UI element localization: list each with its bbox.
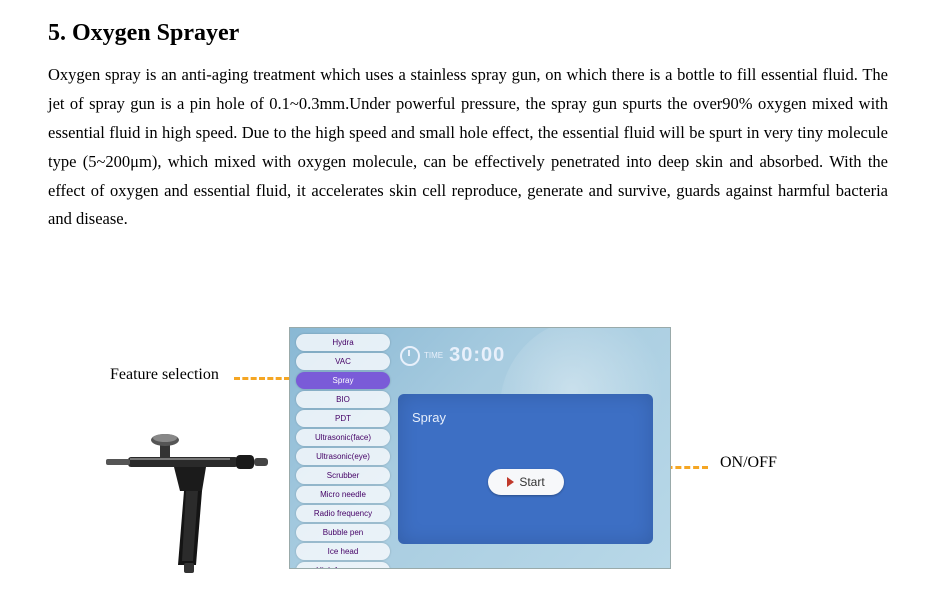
arrow-line-left (234, 377, 290, 380)
sidebar-item-micro-needle[interactable]: Micro needle (296, 486, 390, 503)
time-display: TIME 30:00 (400, 344, 505, 367)
spray-gun-image (106, 425, 276, 575)
sidebar-item-bio[interactable]: BIO (296, 391, 390, 408)
sidebar-item-bubble-pen[interactable]: Bubble pen (296, 524, 390, 541)
section-title: Oxygen Sprayer (72, 20, 239, 46)
start-button[interactable]: Start (488, 469, 564, 495)
time-value: 30:00 (449, 344, 505, 367)
time-label: TIME (424, 351, 443, 360)
section-paragraph: Oxygen spray is an anti-aging treatment … (48, 61, 888, 234)
section-heading: 5. Oxygen Sprayer (48, 20, 888, 47)
sidebar-item-ultrasonic-face[interactable]: Ultrasonic(face) (296, 429, 390, 446)
start-label: Start (519, 475, 544, 489)
sidebar-item-hydra[interactable]: Hydra (296, 334, 390, 351)
sidebar-item-high-frequency[interactable]: High frequency (296, 562, 390, 568)
sidebar-item-pdt[interactable]: PDT (296, 410, 390, 427)
sidebar-item-vac[interactable]: VAC (296, 353, 390, 370)
device-sidebar: Hydra VAC Spray BIO PDT Ultrasonic(face)… (296, 334, 390, 568)
clock-icon (400, 346, 420, 366)
play-icon (507, 477, 514, 487)
sidebar-item-spray[interactable]: Spray (296, 372, 390, 389)
sidebar-item-ice-head[interactable]: Ice head (296, 543, 390, 560)
device-touchscreen: TIME 30:00 Hydra VAC Spray BIO PDT Ultra… (290, 328, 670, 568)
panel-title: Spray (412, 410, 446, 425)
figure-area: Feature selection ON/OFF (0, 310, 936, 590)
section-number: 5. (48, 20, 66, 46)
callout-on-off: ON/OFF (720, 454, 777, 472)
sidebar-item-ultrasonic-eye[interactable]: Ultrasonic(eye) (296, 448, 390, 465)
callout-feature-selection: Feature selection (110, 366, 219, 384)
sidebar-item-radio-frequency[interactable]: Radio frequency (296, 505, 390, 522)
sidebar-item-scrubber[interactable]: Scrubber (296, 467, 390, 484)
main-panel: Spray Start (398, 394, 653, 544)
